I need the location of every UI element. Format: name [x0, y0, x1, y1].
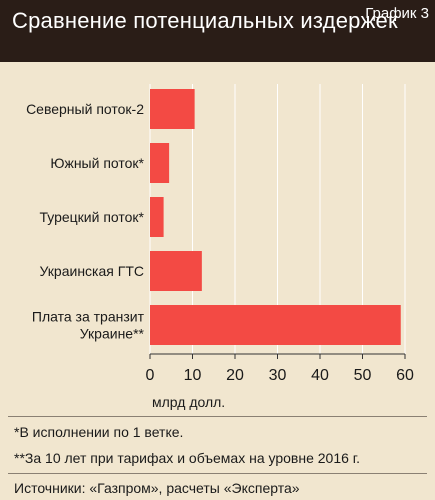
- category-label: Южный поток*: [50, 155, 144, 171]
- bar: [150, 143, 170, 183]
- x-tick-label: 10: [184, 367, 202, 384]
- category-label: Северный поток-2: [26, 101, 144, 117]
- category-label: Украинская ГТС: [40, 263, 144, 279]
- divider-line: [8, 473, 427, 474]
- chart-header: Сравнение потенциальных издержек График …: [0, 0, 435, 62]
- x-tick-label: 40: [311, 367, 329, 384]
- x-axis-unit-label: млрд долл.: [152, 394, 226, 410]
- footnote-ten-years: **За 10 лет при тарифах и объемах на уро…: [14, 450, 361, 466]
- x-tick-label: 20: [226, 367, 244, 384]
- chart-title: Сравнение потенциальных издержек: [12, 8, 398, 33]
- category-label: Турецкий поток*: [39, 209, 144, 225]
- chart-number-badge: График 3: [365, 5, 429, 22]
- category-label: Украине**: [80, 326, 145, 342]
- x-tick-label: 0: [146, 367, 155, 384]
- category-label: Плата за транзит: [32, 309, 145, 325]
- x-tick-label: 50: [354, 367, 372, 384]
- bar: [150, 89, 195, 129]
- x-tick-label: 60: [396, 367, 414, 384]
- bar-chart: 0 10 20 30 40 50 60 Северный поток-2 Южный поток…: [26, 84, 414, 384]
- bar: [150, 197, 164, 237]
- divider-line: [8, 416, 427, 417]
- footnote-single-line: *В исполнении по 1 ветке.: [14, 424, 184, 440]
- source-note: Источники: «Газпром», расчеты «Эксперта»: [14, 480, 300, 496]
- bar: [150, 251, 202, 291]
- bar: [150, 305, 401, 345]
- x-tick-label: 30: [269, 367, 287, 384]
